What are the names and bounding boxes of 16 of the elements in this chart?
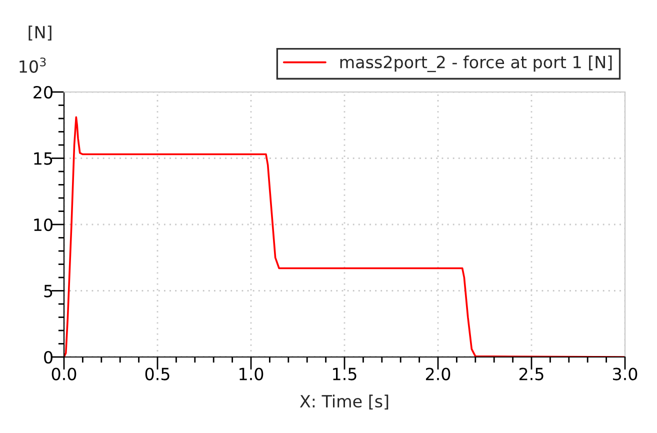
x-tick-label: 1.5 <box>333 368 356 380</box>
y-tick-label: 20 <box>34 86 52 99</box>
y-axis-title: [N] <box>28 26 52 40</box>
text: 10$^{3}$ <box>20 58 46 73</box>
x-tick-label: 0.0 <box>52 368 76 380</box>
y-tick-label: 0 <box>44 350 52 364</box>
y-tick-label: 15 <box>34 152 52 165</box>
x-axis-title: X: Time [s] <box>300 394 388 410</box>
x-tick-label: 2.0 <box>426 368 450 380</box>
legend-label: mass2port_2 - force at port 1 [N] <box>340 55 612 72</box>
x-tick-label: 0.5 <box>145 368 170 380</box>
x-tick-label: 3.0 <box>613 368 638 380</box>
x-tick-label: 1.0 <box>240 368 264 380</box>
y-tick-label: 5 <box>44 284 52 298</box>
x-tick-label: 2.5 <box>519 368 544 380</box>
y-tick-label: 10 <box>34 218 52 232</box>
